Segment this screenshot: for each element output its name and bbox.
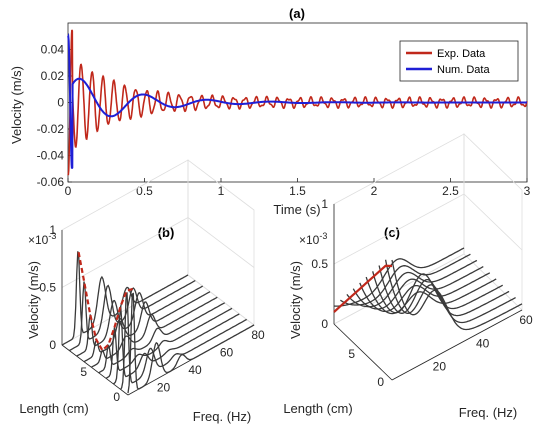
chart-a-ylabel: Velocity (m/s) xyxy=(9,66,24,144)
velocity-tick-label: 0 xyxy=(321,317,328,331)
x-tick-label: 2.5 xyxy=(442,184,459,198)
waterfall-trace xyxy=(365,276,497,315)
z-gridline xyxy=(333,193,523,265)
floor xyxy=(61,274,255,396)
waterfall-trace xyxy=(127,292,255,394)
legend-exp-label: Exp. Data xyxy=(437,48,486,60)
chart-c-ylabel: Length (cm) xyxy=(283,401,352,416)
series-num-line xyxy=(67,33,527,169)
floor xyxy=(333,253,523,381)
length-tick-label: 5 xyxy=(348,347,355,361)
z-gridline xyxy=(61,217,255,288)
waterfall-trace xyxy=(352,266,484,310)
waterfall-trace xyxy=(68,280,196,352)
chart-b-title: (b) xyxy=(158,225,175,240)
velocity-tick-label: 0.5 xyxy=(39,281,56,295)
chart-a-title: (a) xyxy=(289,6,305,21)
x-tick-label: 0 xyxy=(65,184,72,198)
chart-c-exponent-power: -3 xyxy=(319,231,327,241)
chart-b-xlabel: Freq. (Hz) xyxy=(193,409,252,424)
y-tick-label: -0.02 xyxy=(37,122,65,136)
velocity-tick-label: 0 xyxy=(49,338,56,352)
chart-c-xlabel: Freq. (Hz) xyxy=(459,405,518,420)
waterfall-trace xyxy=(378,265,510,317)
freq-tick-label: 20 xyxy=(157,381,171,395)
waterfall-trace xyxy=(120,292,248,390)
x-tick-label: 1.5 xyxy=(289,184,306,198)
waterfall-trace xyxy=(391,259,523,331)
waterfall-trace xyxy=(98,302,226,374)
chart-a-series xyxy=(67,29,528,176)
length-tick-label: 0 xyxy=(113,390,120,404)
length-tick-label: 0 xyxy=(377,375,384,389)
length-axis xyxy=(61,344,129,396)
chart-c-exponent: ×10-3 xyxy=(299,231,327,247)
chart-a-xlabel: Time (s) xyxy=(273,202,320,217)
x-tick-label: 2 xyxy=(371,184,378,198)
y-tick-label: 0.04 xyxy=(41,43,65,57)
chart-c-exponent-base: ×10 xyxy=(299,233,320,247)
chart-b-exponent-power: -3 xyxy=(48,231,56,241)
freq-tick-label: 40 xyxy=(476,336,490,350)
legend-num-label: Num. Data xyxy=(437,64,490,76)
chart-c-surface xyxy=(333,247,523,331)
freq-tick-label: 40 xyxy=(188,363,202,377)
freq-tick-label: 60 xyxy=(220,346,234,360)
velocity-tick-label: 1 xyxy=(49,223,56,237)
velocity-tick-label: 1 xyxy=(321,197,328,211)
length-axis xyxy=(333,323,393,381)
ridge-line xyxy=(77,249,134,353)
legend-box xyxy=(399,40,519,82)
freq-tick-label: 80 xyxy=(251,328,265,342)
velocity-tick-label: 0.5 xyxy=(311,257,328,271)
chart-b-exponent-base: ×10 xyxy=(28,233,49,247)
chart-b-exponent: ×10-3 xyxy=(28,231,56,247)
waterfall-trace xyxy=(112,306,240,385)
chart-b-surface xyxy=(61,249,255,394)
x-tick-label: 1 xyxy=(218,184,225,198)
chart-c-zlabel: Velocity (m/s) xyxy=(288,261,303,339)
y-tick-label: -0.06 xyxy=(37,175,65,189)
freq-tick-label: 60 xyxy=(519,313,533,327)
freq-tick-label: 20 xyxy=(433,360,447,374)
chart-b-zlabel: Velocity (m/s) xyxy=(26,261,41,339)
waterfall-trace xyxy=(340,253,471,306)
chart-c-axes: 20 40 60 0 5 0 0.5 1 xyxy=(311,133,533,389)
x-tick-label: 0.5 xyxy=(136,184,153,198)
y-tick-label: -0.04 xyxy=(37,149,65,163)
y-tick-label: 0 xyxy=(57,96,64,110)
waterfall-trace xyxy=(105,307,233,379)
chart-a-legend: Exp. Data Num. Data xyxy=(399,40,519,82)
waterfall-trace xyxy=(83,291,211,363)
x-tick-label: 3 xyxy=(524,184,531,198)
ridge-line xyxy=(333,264,393,313)
y-tick-label: 0.02 xyxy=(41,69,65,83)
waterfall-trace xyxy=(372,271,504,314)
chart-b-ylabel: Length (cm) xyxy=(19,401,88,416)
length-tick-label: 5 xyxy=(80,365,87,379)
waterfall-trace xyxy=(61,251,189,346)
freq-axis xyxy=(391,309,523,381)
series-exp-line xyxy=(67,29,528,176)
